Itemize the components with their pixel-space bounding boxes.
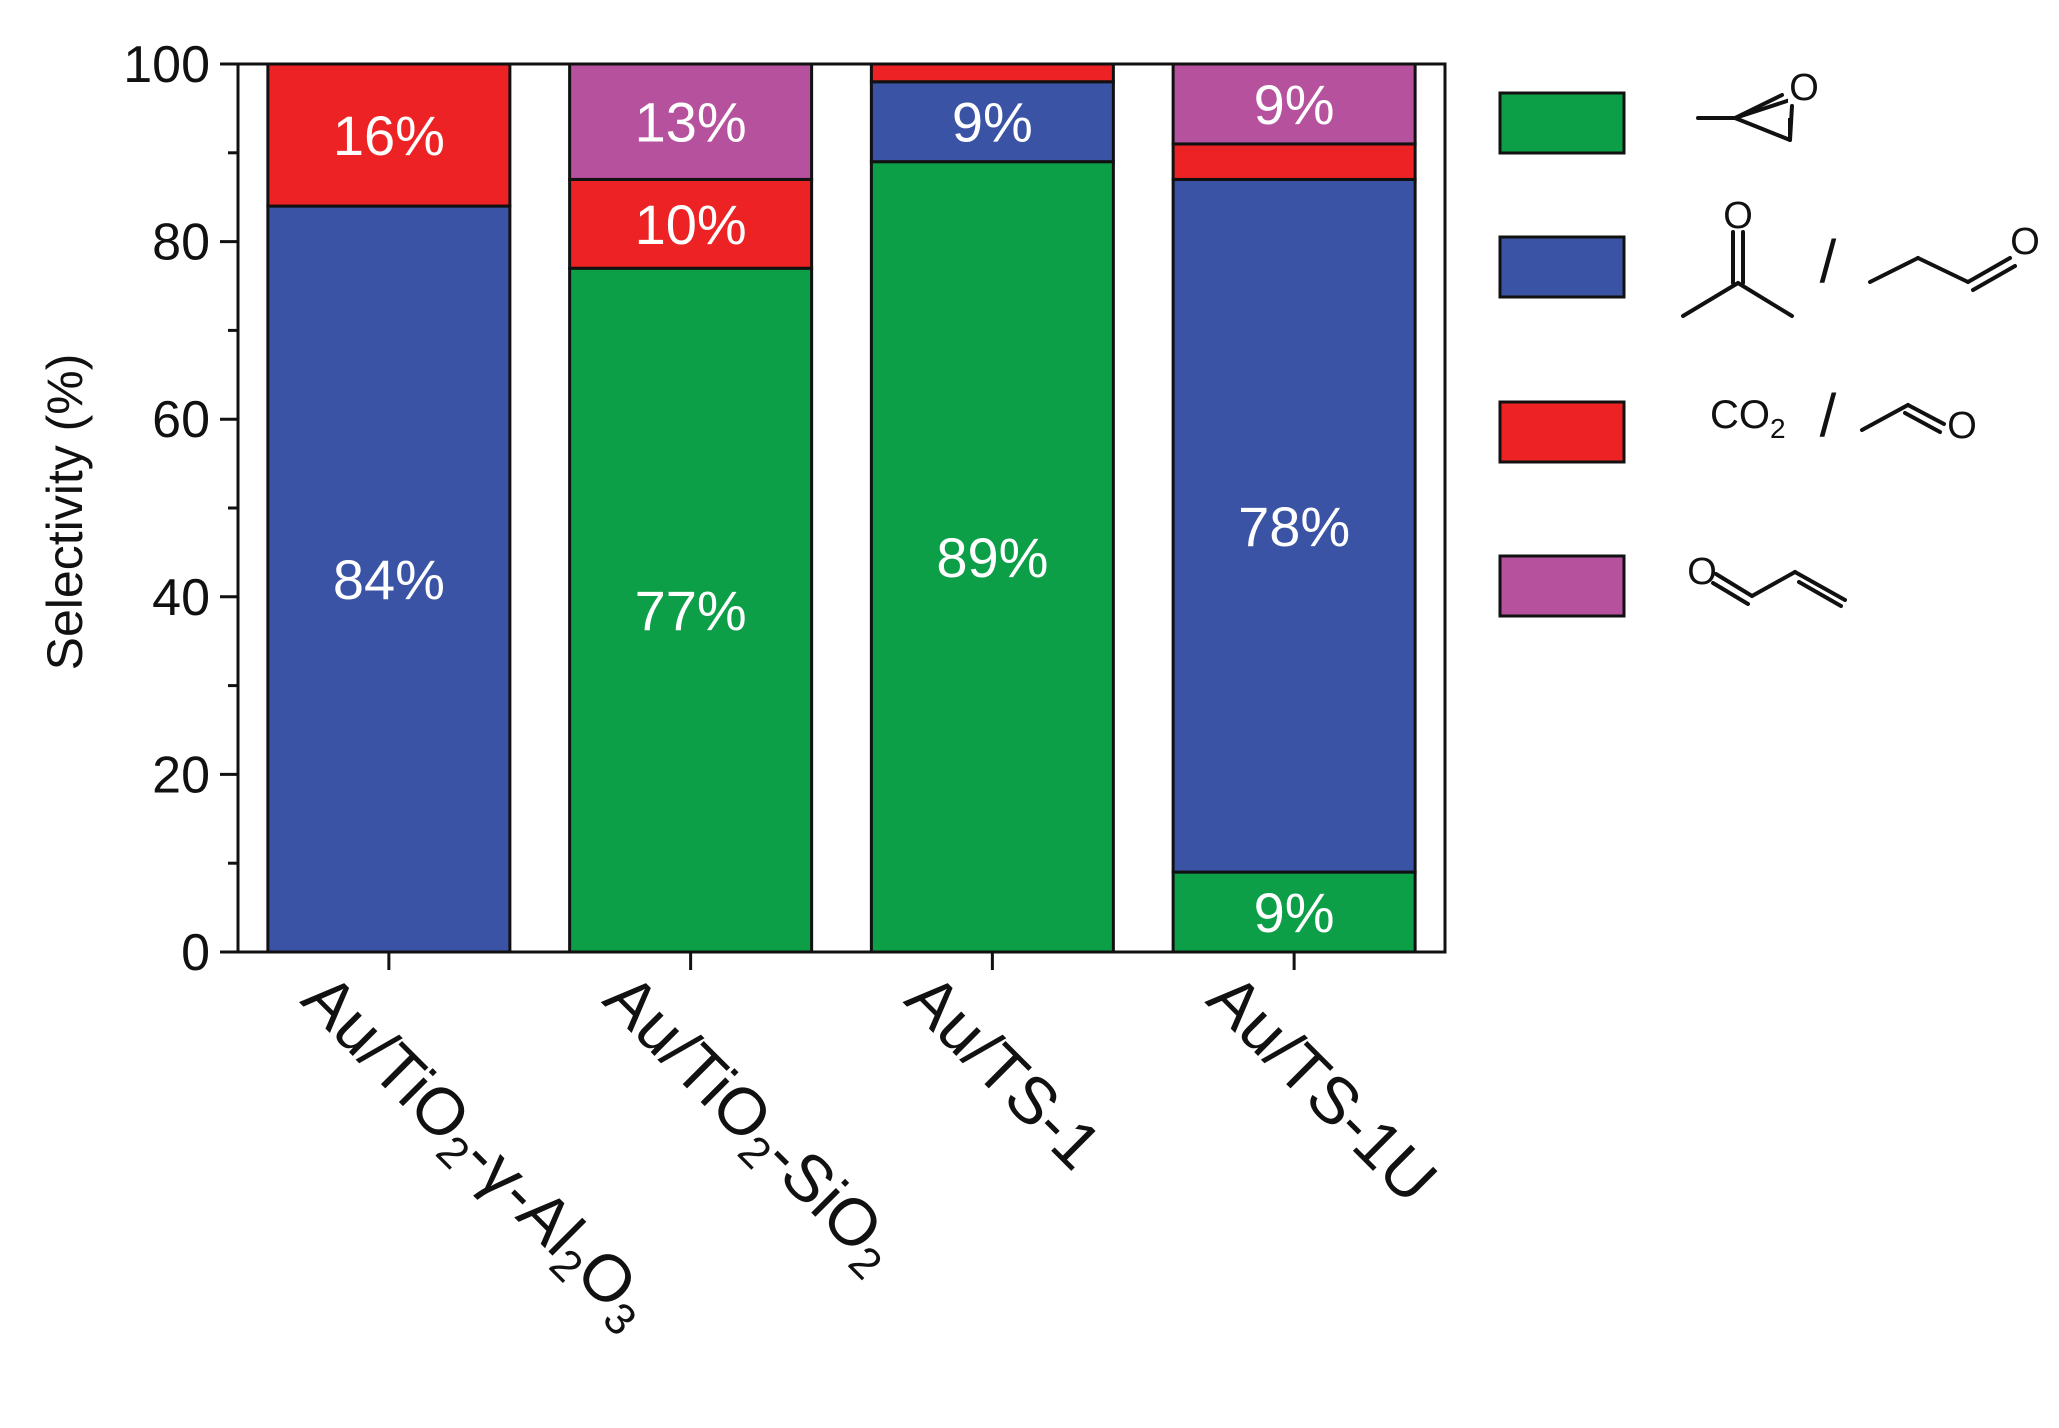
plot-area: 84% 16% 77% 10% 13% 89% 9% 9% 78% 9% xyxy=(266,62,1417,954)
legend-swatch-acetone-propanal xyxy=(1498,235,1626,299)
acrolein-oxygen-atom: O xyxy=(1687,551,1717,593)
bar-segment-propylene-oxide-3 xyxy=(869,160,1115,954)
bar-segment-propylene-oxide-4 xyxy=(1171,870,1417,954)
acetone-oxygen-atom: O xyxy=(1723,195,1753,237)
legend-swatch-co2-acetaldehyde xyxy=(1498,400,1626,464)
bar-segment-co2-acetaldehyde-4 xyxy=(1171,142,1417,181)
y-tick-label-20: 20 xyxy=(152,746,210,804)
legend-item-propylene-oxide: O xyxy=(1498,67,1826,155)
x-tick-label-3: Au/TS-1 xyxy=(892,960,1116,1184)
acrolein-structure-icon: O xyxy=(1687,551,1847,608)
data-label-acetone-propanal-3: 9% xyxy=(952,91,1033,154)
co2-subscript: 2 xyxy=(1770,413,1786,444)
data-label-co2-acetaldehyde-2: 10% xyxy=(635,193,747,256)
legend-swatch-propylene-oxide xyxy=(1498,91,1626,155)
co2-text: CO xyxy=(1710,393,1770,437)
legend-item-acetone-propanal: O / O xyxy=(1498,195,2040,318)
bar-segment-acetone-propanal-3 xyxy=(869,80,1115,164)
data-label-co2-acetaldehyde-1: 16% xyxy=(333,104,445,167)
data-label-acetone-propanal-4: 78% xyxy=(1238,495,1350,558)
bar-segment-co2-acetaldehyde-1 xyxy=(266,62,512,208)
y-tick-label-60: 60 xyxy=(152,391,210,449)
legend-item-acrolein: O xyxy=(1498,551,1847,618)
legend-swatch-acrolein xyxy=(1498,554,1626,618)
data-label-propylene-oxide-3: 89% xyxy=(936,526,1048,589)
oxide-oxygen-atom: O xyxy=(1789,67,1819,109)
x-tick-label-2: Au/TiO2-SiO2 xyxy=(585,960,914,1289)
y-axis: 0 20 40 60 80 100 xyxy=(123,36,1447,982)
propanal-structure-icon: O xyxy=(1868,221,2040,292)
y-tick-label-40: 40 xyxy=(152,569,210,627)
bar-segment-acrolein-2 xyxy=(568,62,814,181)
bar-segment-acetone-propanal-1 xyxy=(266,204,512,954)
propylene-oxide-structure-icon: O xyxy=(1696,67,1826,142)
legend-separator: / xyxy=(1820,228,1837,295)
data-label-acrolein-4: 9% xyxy=(1254,73,1335,136)
acetaldehyde-oxygen-atom: O xyxy=(1947,405,1977,447)
data-label-acetone-propanal-1: 84% xyxy=(333,548,445,611)
x-tick-label-4: Au/TS-1U xyxy=(1194,960,1451,1217)
acetone-structure-icon: O xyxy=(1681,195,1794,318)
bar-segment-acrolein-4 xyxy=(1171,62,1417,146)
legend-separator: / xyxy=(1820,382,1837,449)
co2-formula: CO2 xyxy=(1710,393,1786,444)
bar-segment-acetone-propanal-4 xyxy=(1171,177,1417,874)
legend-item-co2-acetaldehyde: CO2 / O xyxy=(1498,382,1977,464)
bar-segment-co2-acetaldehyde-3 xyxy=(869,62,1115,84)
data-label-propylene-oxide-4: 9% xyxy=(1254,881,1335,944)
bar-segment-co2-acetaldehyde-2 xyxy=(568,177,814,270)
y-tick-label-100: 100 xyxy=(123,36,210,94)
legend: O O / O CO2 xyxy=(1498,67,2040,618)
data-label-propylene-oxide-2: 77% xyxy=(635,579,747,642)
propanal-oxygen-atom: O xyxy=(2010,221,2040,263)
data-label-acrolein-2: 13% xyxy=(635,91,747,154)
acetaldehyde-structure-icon: O xyxy=(1860,403,1977,447)
y-tick-label-80: 80 xyxy=(152,214,210,272)
y-axis-title: Selectivity (%) xyxy=(37,354,93,671)
y-tick-label-0: 0 xyxy=(181,924,210,982)
